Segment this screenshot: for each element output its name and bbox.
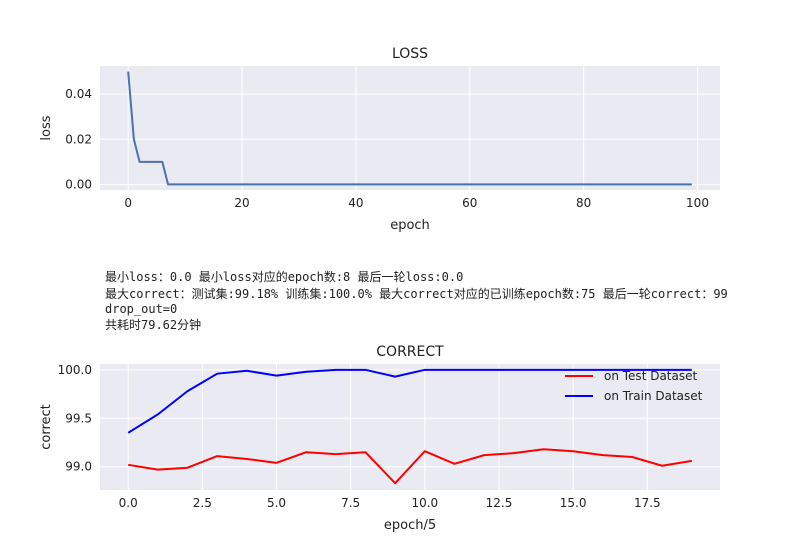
x-tick-label: 60 xyxy=(462,196,477,210)
correct-chart: 0.0 2.5 5.0 7.5 10.0 12.5 15.0 17.5 99.0 99.5 100.… xyxy=(39,344,720,533)
y-tick-label: 0.00 xyxy=(65,177,92,191)
chart-title: LOSS xyxy=(392,46,428,62)
x-axis-label: epoch/5 xyxy=(384,518,436,533)
series-line-0 xyxy=(127,71,692,186)
x-tick-label: 15.0 xyxy=(560,496,587,510)
summary-line-4: 共耗时79.62分钟 xyxy=(105,318,202,332)
y-tick-label: 100.0 xyxy=(58,363,92,377)
y-axis-label: loss xyxy=(39,115,54,140)
x-tick-label: 40 xyxy=(348,196,363,210)
x-tick-label: 10.0 xyxy=(411,496,438,510)
x-tick-label: 12.5 xyxy=(486,496,513,510)
summary-line-2: 最大correct：测试集:99.18% 训练集:100.0% 最大correc… xyxy=(105,287,728,301)
x-tick-label: 0 xyxy=(124,196,132,210)
legend-label: on Train Dataset xyxy=(604,389,703,403)
summary-line-1: 最小loss：0.0 最小loss对应的epoch数:8 最后一轮loss:0.… xyxy=(105,270,464,284)
legend-label: on Test Dataset xyxy=(604,369,697,383)
series-line-0 xyxy=(128,448,692,485)
series-line-1 xyxy=(127,368,692,434)
y-axis-label: correct xyxy=(39,404,54,450)
x-tick-label: 5.0 xyxy=(267,496,286,510)
x-tick-label: 100 xyxy=(686,196,709,210)
x-axis-label: epoch xyxy=(390,218,430,233)
x-tick-label: 20 xyxy=(234,196,249,210)
summary-line-3: drop_out=0 xyxy=(105,302,178,316)
x-tick-label: 2.5 xyxy=(193,496,212,510)
y-tick-label: 0.04 xyxy=(65,87,92,101)
y-tick-label: 99.5 xyxy=(65,411,92,425)
x-tick-label: 0.0 xyxy=(119,496,138,510)
x-tick-label: 17.5 xyxy=(634,496,661,510)
y-tick-label: 0.02 xyxy=(65,132,92,146)
plot-area xyxy=(100,66,720,190)
x-tick-label: 7.5 xyxy=(341,496,360,510)
y-tick-label: 99.0 xyxy=(65,460,92,474)
loss-chart: 0 20 40 60 80 100 0.00 0.02 0.04 LOSS epoch loss xyxy=(39,46,720,233)
chart-title: CORRECT xyxy=(376,344,444,360)
x-tick-label: 80 xyxy=(576,196,591,210)
plot-area xyxy=(100,364,720,490)
